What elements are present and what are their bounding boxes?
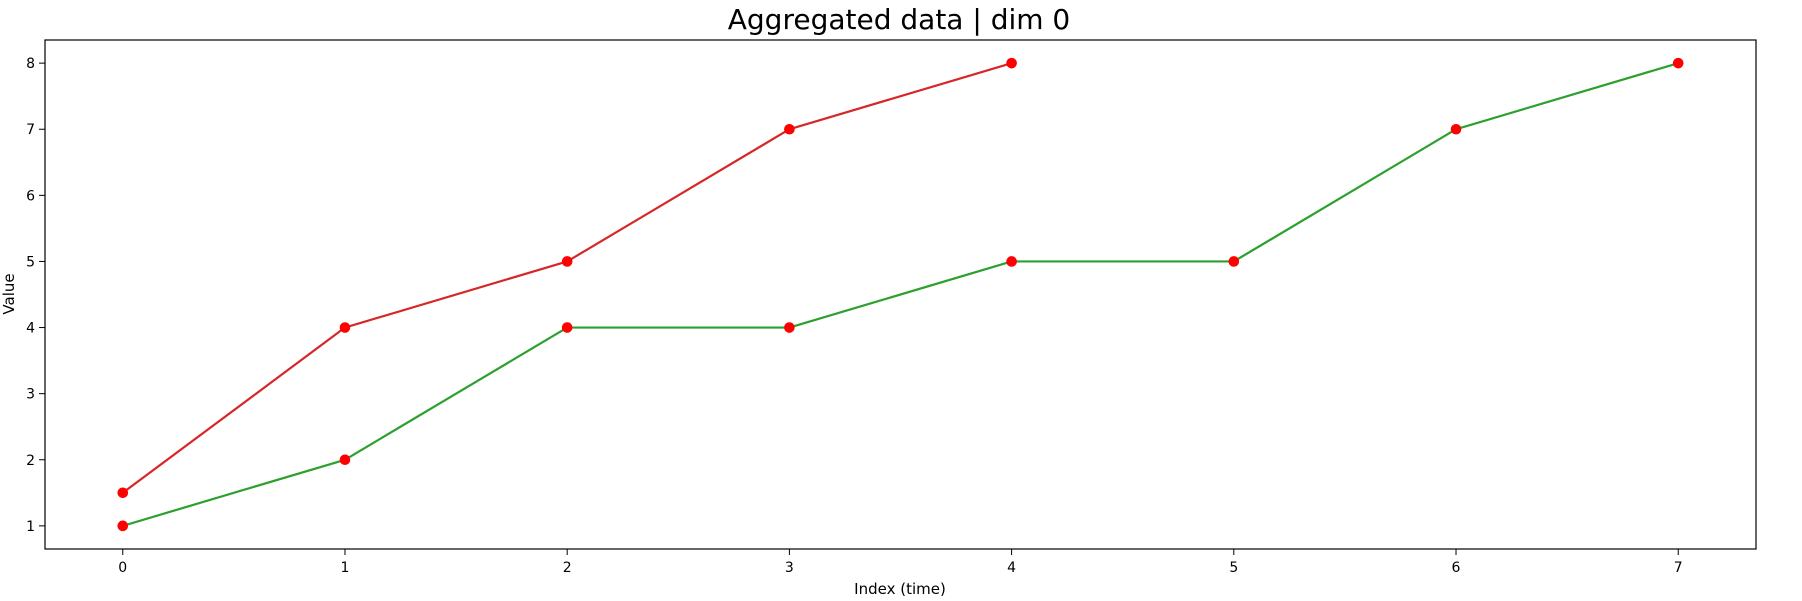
- y-tick-label: 1: [26, 519, 35, 535]
- data-point-series-1: [1006, 256, 1017, 267]
- data-point-series-1: [339, 454, 351, 466]
- y-tick-label: 3: [26, 387, 35, 403]
- y-tick-label: 5: [26, 254, 35, 270]
- x-tick-label: 3: [785, 560, 794, 576]
- y-axis: 1 2 3 4 5 6 7 8: [26, 56, 45, 535]
- x-tick-label: 7: [1674, 560, 1683, 576]
- x-axis-label: Index (time): [854, 580, 946, 597]
- data-point-series-0: [784, 123, 795, 135]
- series-layer: [117, 57, 1684, 532]
- x-tick-label: 5: [1229, 560, 1238, 576]
- data-point-series-1: [561, 322, 573, 333]
- x-tick-label: 1: [341, 560, 350, 576]
- y-tick-label: 8: [26, 56, 35, 72]
- data-point-series-1: [784, 322, 795, 333]
- y-axis-label: Value: [0, 273, 18, 314]
- plot-area: [44, 39, 1757, 550]
- data-point-series-1: [1228, 256, 1240, 267]
- data-point-series-1: [1450, 123, 1462, 135]
- series-line-1: [121, 62, 1680, 527]
- x-tick-label: 2: [563, 560, 572, 576]
- x-tick-label: 6: [1452, 560, 1461, 576]
- data-point-series-0: [561, 256, 573, 267]
- x-tick-label: 4: [1007, 560, 1016, 576]
- chart-title: Aggregated data | dim 0: [728, 3, 1070, 36]
- y-tick-label: 6: [26, 188, 35, 204]
- data-point-series-1: [1672, 57, 1684, 69]
- data-point-series-0: [339, 322, 351, 333]
- y-tick-label: 2: [26, 453, 35, 469]
- x-axis: 0 1 2 3 4 5 6 7: [118, 549, 1683, 576]
- data-point-series-0: [1006, 57, 1017, 69]
- y-tick-label: 7: [26, 122, 35, 138]
- x-tick-label: 0: [118, 560, 127, 576]
- y-tick-label: 4: [26, 321, 35, 337]
- data-point-series-1: [117, 520, 129, 532]
- data-point-series-0: [117, 487, 129, 499]
